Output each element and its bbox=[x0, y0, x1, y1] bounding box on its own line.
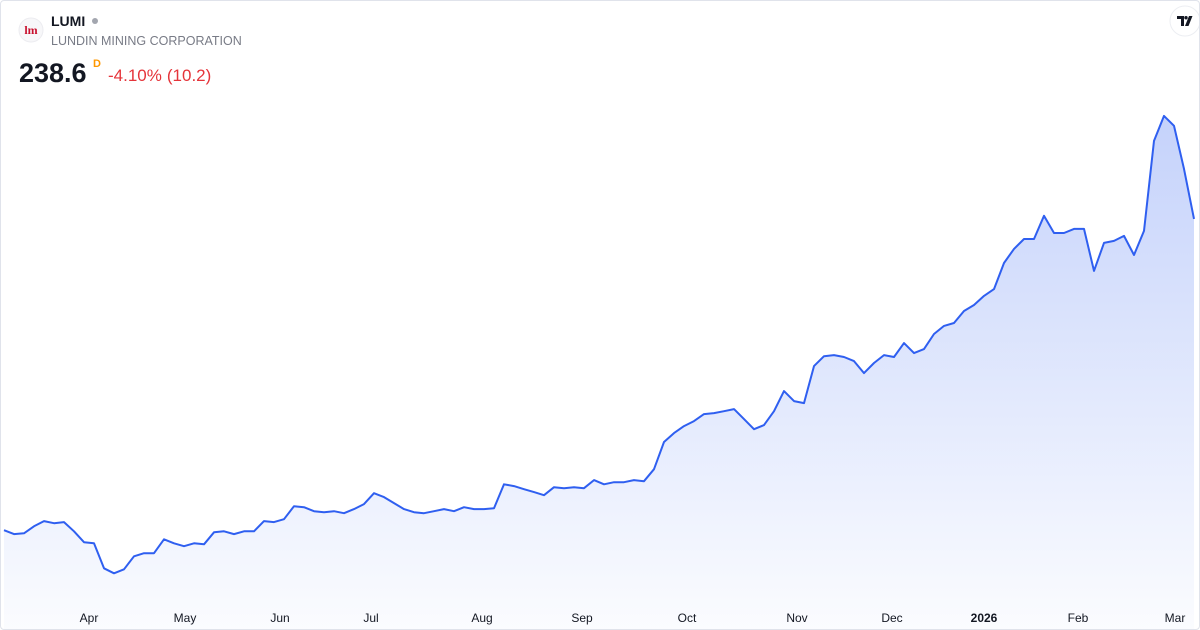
symbol[interactable]: LUMI bbox=[51, 13, 85, 29]
area-fill bbox=[4, 115, 1194, 629]
status-dot bbox=[92, 18, 98, 24]
last-price: 238.6 bbox=[19, 58, 87, 88]
change-percent: -4.10% bbox=[108, 66, 162, 85]
company-name: LUNDIN MINING CORPORATION bbox=[51, 34, 242, 48]
price-line bbox=[3, 114, 1195, 575]
x-tick-label: Sep bbox=[571, 611, 593, 625]
tv-logo[interactable] bbox=[1169, 5, 1199, 37]
x-tick-label: Jul bbox=[363, 611, 378, 625]
x-tick-label: Oct bbox=[678, 611, 697, 625]
x-tick-label: Nov bbox=[786, 611, 807, 625]
logo-text: lm bbox=[24, 23, 37, 37]
x-tick-label: Mar bbox=[1165, 611, 1186, 625]
x-tick-label: May bbox=[174, 611, 197, 625]
change-abs: (10.2) bbox=[167, 66, 211, 85]
logo-badge bbox=[18, 17, 44, 43]
x-tick-label: Apr bbox=[80, 611, 99, 625]
x-tick-label: 2026 bbox=[971, 611, 998, 625]
interval: D bbox=[93, 58, 101, 70]
x-axis: Apr May Jun Jul Aug Sep Oct Nov Dec 2026 Feb Mar bbox=[80, 611, 1186, 625]
x-tick-label: Jun bbox=[270, 611, 289, 625]
x-tick-label: Aug bbox=[471, 611, 492, 625]
plot-area bbox=[3, 114, 1195, 629]
x-tick-label: Feb bbox=[1068, 611, 1089, 625]
x-tick-label: Dec bbox=[881, 611, 902, 625]
